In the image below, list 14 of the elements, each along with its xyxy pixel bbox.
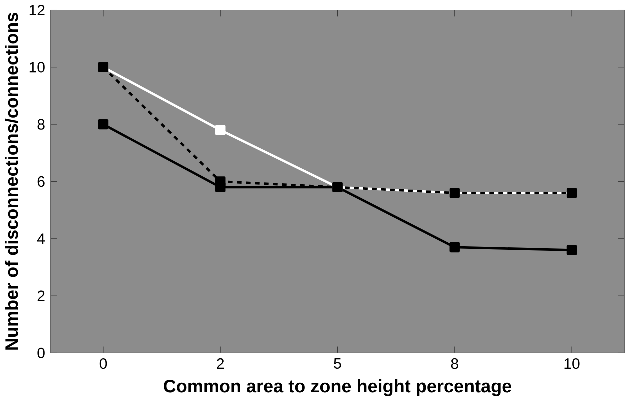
y-tick-label: 4	[37, 234, 46, 244]
x-tick-label: 0	[100, 358, 108, 369]
x-tick-label: 10	[564, 358, 580, 369]
y-tick-label: 10	[30, 62, 45, 73]
x-axis-title: Common area to zone height percentage	[164, 379, 512, 396]
y-tick-label: 12	[30, 4, 45, 16]
y-tick-label: 2	[38, 290, 45, 302]
y-tick-label: 6	[38, 176, 45, 187]
x-tick-label: 2	[217, 358, 224, 369]
x-tick-label: 8	[451, 358, 458, 369]
y-tick-label: 0	[38, 348, 45, 358]
y-tick-label: 8	[38, 119, 45, 130]
y-axis-title: Number of disconnections/connections	[5, 12, 18, 350]
x-tick-label: 5	[334, 358, 342, 369]
